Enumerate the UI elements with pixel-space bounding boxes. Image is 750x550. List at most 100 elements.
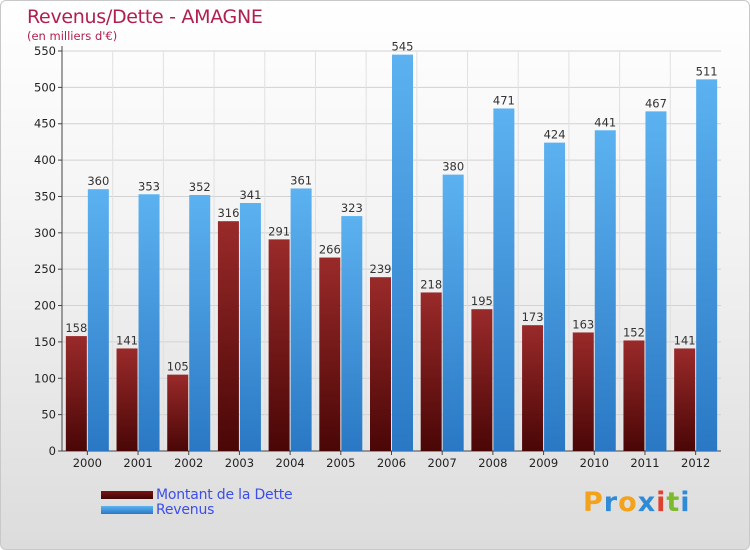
logo-letter: t	[666, 487, 681, 518]
data-label-dette-2008: 195	[471, 294, 493, 308]
bar-revenus-2000	[87, 189, 109, 451]
bar-revenus-2006	[392, 54, 413, 452]
data-label-dette-2012: 141	[674, 333, 696, 347]
proxiti-logo: Proxiti	[583, 487, 691, 518]
logo-letter: r	[603, 487, 619, 518]
data-label-revenus-2010: 441	[594, 115, 616, 129]
data-label-revenus-2008: 471	[493, 93, 515, 107]
legend: Montant de la Dette Revenus	[101, 486, 293, 518]
legend-swatch-debt	[101, 490, 153, 499]
y-tick-label: 550	[34, 44, 56, 58]
bar-dette-2005	[319, 257, 341, 451]
data-label-revenus-2009: 424	[544, 128, 566, 142]
y-tick-label: 350	[34, 189, 56, 203]
y-tick-label: 500	[34, 80, 56, 94]
bar-dette-2008	[471, 309, 493, 451]
x-tick-label: 2005	[326, 456, 355, 470]
logo-letter: i	[680, 487, 691, 518]
data-label-revenus-2001: 353	[138, 179, 160, 193]
data-label-dette-2006: 239	[370, 262, 392, 276]
data-label-dette-2011: 152	[623, 325, 645, 339]
legend-label-debt: Montant de la Dette	[156, 486, 293, 503]
x-tick-label: 2012	[681, 456, 710, 470]
legend-label-revenus: Revenus	[156, 501, 215, 518]
bar-dette-2012	[674, 348, 696, 451]
bar-dette-2007	[420, 292, 442, 451]
data-label-revenus-2000: 360	[87, 174, 109, 188]
x-tick-label: 2010	[580, 456, 609, 470]
data-label-revenus-2002: 352	[189, 180, 211, 194]
bar-revenus-2010	[594, 130, 616, 452]
data-label-dette-2005: 266	[319, 243, 341, 257]
logo-letter: o	[618, 487, 638, 518]
y-tick-label: 250	[34, 262, 56, 276]
bar-dette-2006	[370, 277, 391, 451]
x-tick-label: 2009	[529, 456, 558, 470]
legend-item-revenus: Revenus	[101, 501, 292, 518]
y-tick-label: 450	[34, 117, 56, 131]
grid-lines	[62, 50, 721, 452]
bar-dette-2011	[623, 340, 645, 451]
bar-dette-2002	[167, 374, 189, 451]
x-tick-label: 2002	[174, 456, 203, 470]
x-tick-label: 2001	[123, 456, 152, 470]
data-label-dette-2001: 141	[116, 333, 138, 347]
bars	[65, 54, 718, 452]
x-tick-label: 2007	[428, 456, 457, 470]
y-tick-label: 150	[34, 335, 56, 349]
bar-revenus-2008	[493, 108, 515, 452]
bar-dette-2010	[572, 332, 594, 451]
x-tick-label: 2011	[630, 456, 659, 470]
chart-title: Revenus/Dette - AMAGNE	[27, 6, 263, 28]
logo-letter: P	[583, 487, 604, 518]
bar-revenus-2004	[290, 188, 312, 452]
bar-revenus-2011	[645, 111, 667, 451]
data-label-revenus-2012: 511	[696, 64, 718, 78]
x-tick-label: 2004	[275, 456, 304, 470]
bar-dette-2004	[268, 239, 290, 451]
y-tick-label: 50	[41, 408, 56, 422]
data-label-dette-2009: 173	[522, 310, 544, 324]
bar-revenus-2003	[239, 203, 261, 451]
data-label-dette-2007: 218	[420, 277, 442, 291]
legend-swatch-revenus	[101, 505, 153, 514]
bar-revenus-2012	[696, 79, 718, 451]
y-tick-label: 100	[34, 371, 56, 385]
bar-dette-2003	[217, 221, 239, 451]
logo-letter: x	[637, 487, 657, 518]
legend-item-debt: Montant de la Dette	[101, 486, 293, 503]
x-tick-label: 2000	[73, 456, 102, 470]
data-label-dette-2000: 158	[65, 321, 87, 335]
y-tick-label: 0	[49, 444, 56, 458]
data-label-dette-2004: 291	[268, 224, 290, 238]
bar-revenus-2002	[189, 195, 211, 451]
plot-area	[62, 51, 721, 451]
bar-revenus-2005	[341, 216, 363, 451]
data-label-dette-2010: 163	[572, 317, 594, 331]
x-tick-label: 2006	[377, 456, 406, 470]
data-label-dette-2003: 316	[217, 206, 239, 220]
bar-dette-2009	[522, 325, 544, 451]
data-label-revenus-2004: 361	[290, 173, 312, 187]
bar-dette-2001	[116, 348, 138, 451]
bar-dette-2000	[65, 336, 87, 451]
bar-revenus-2009	[544, 142, 566, 452]
bar-revenus-2007	[442, 174, 464, 452]
data-label-revenus-2003: 341	[239, 188, 261, 202]
y-tick-label: 400	[34, 153, 56, 167]
data-label-dette-2002: 105	[167, 360, 189, 374]
x-tick-label: 2008	[478, 456, 507, 470]
data-label-revenus-2006: 545	[392, 40, 414, 54]
logo-letter: i	[656, 487, 667, 518]
data-label-revenus-2005: 323	[341, 201, 363, 215]
y-tick-label: 300	[34, 226, 56, 240]
y-tick-label: 200	[34, 299, 56, 313]
bar-revenus-2001	[138, 194, 160, 452]
chart-subtitle: (en milliers d'€)	[27, 29, 118, 43]
data-label-revenus-2007: 380	[442, 160, 464, 174]
data-label-revenus-2011: 467	[645, 96, 667, 110]
x-tick-label: 2003	[225, 456, 254, 470]
